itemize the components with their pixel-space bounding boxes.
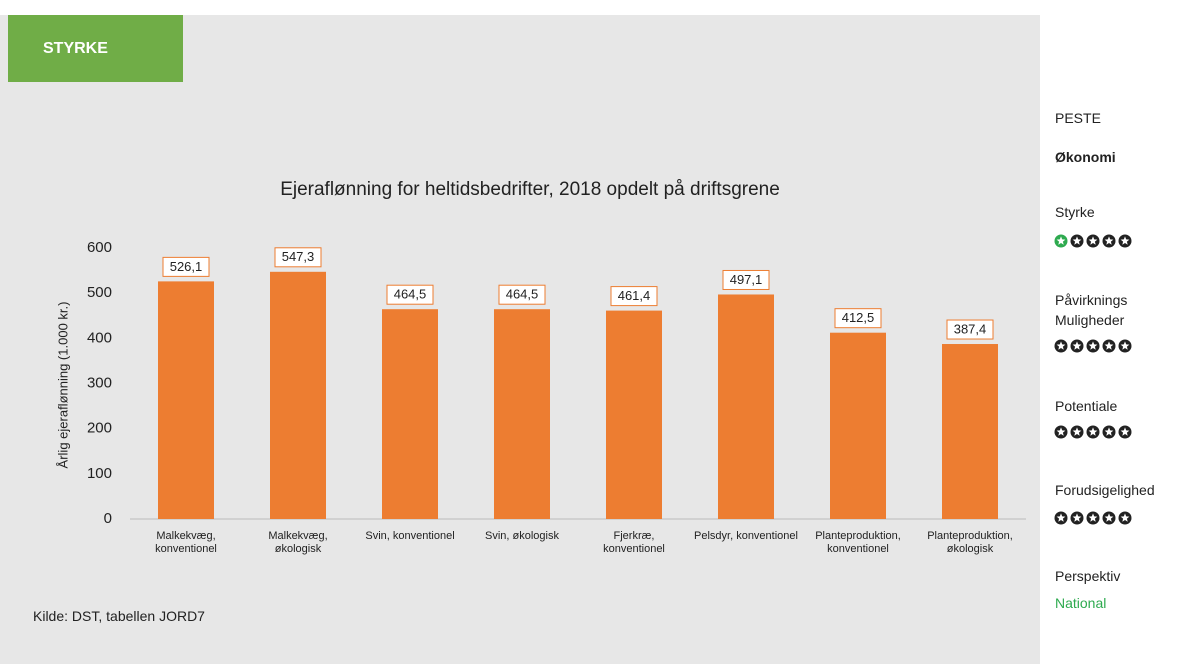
header-title: STYRKE [8, 15, 183, 82]
sidebar-category: Økonomi [1055, 149, 1116, 165]
rating-icon [1118, 511, 1132, 525]
y-tick-label: 0 [104, 510, 112, 527]
x-tick-label: Malkekvæg, konventionel [155, 530, 217, 555]
rating-star [1120, 341, 1130, 350]
data-label: 464,5 [506, 287, 539, 302]
perspective: National [1055, 595, 1107, 611]
data-label: 464,5 [394, 287, 427, 302]
rating-icon [1070, 511, 1084, 525]
rating-star [1056, 236, 1066, 245]
y-tick-label: 400 [87, 329, 112, 346]
rating-label: Potentiale [1055, 398, 1118, 414]
rating-icon [1118, 425, 1132, 439]
rating-icon [1086, 234, 1100, 248]
rating-star [1088, 427, 1098, 436]
rating-star [1104, 236, 1114, 245]
rating-icon [1070, 339, 1084, 353]
rating-star [1088, 236, 1098, 245]
rating-star [1104, 513, 1114, 522]
data-label-box [498, 284, 546, 305]
bar [942, 344, 998, 519]
rating-icon [1054, 425, 1068, 439]
rating-star [1072, 236, 1082, 245]
x-tick-label: Malkekvæg, økologisk [268, 530, 328, 555]
y-tick-label: 200 [87, 420, 112, 437]
bar [718, 294, 774, 519]
rating-star [1104, 341, 1114, 350]
y-tick-label: 300 [87, 374, 112, 391]
data-label: 412,5 [842, 310, 875, 325]
x-tick-label: Fjerkræ, konventionel [603, 530, 665, 555]
bar [158, 281, 214, 519]
rating-star [1056, 341, 1066, 350]
rating-label: Forudsigelighed [1055, 482, 1155, 498]
rating-star [1072, 427, 1082, 436]
rating-icon [1070, 425, 1084, 439]
x-tick-label: Planteproduktion, økologisk [927, 530, 1013, 555]
rating-star [1056, 427, 1066, 436]
sidebar-heading: PESTE [1055, 110, 1101, 126]
x-tick-label: Svin, konventionel [365, 530, 455, 542]
data-label-box [274, 247, 322, 268]
rating-label: Styrke [1055, 204, 1095, 220]
data-label-box [162, 256, 210, 277]
y-tick-label: 100 [87, 465, 112, 482]
data-label: 497,1 [730, 272, 763, 287]
rating-star [1104, 427, 1114, 436]
bar [830, 332, 886, 519]
rating-star [1072, 513, 1082, 522]
data-label-box [722, 269, 770, 290]
y-tick-label: 600 [87, 239, 112, 256]
bar [270, 271, 326, 519]
data-label-box [386, 284, 434, 305]
rating-star [1120, 236, 1130, 245]
data-label-box [610, 286, 658, 307]
bar [606, 310, 662, 519]
rating-star [1120, 513, 1130, 522]
chart-title: Ejeraflønning for heltidsbedrifter, 2018… [280, 179, 780, 200]
rating-label: Påvirknings Muligheder [1055, 292, 1128, 328]
rating-icon [1102, 339, 1116, 353]
data-label-box [834, 308, 882, 329]
data-label-box [946, 319, 994, 340]
bar [494, 309, 550, 519]
x-tick-label: Pelsdyr, konventionel [694, 530, 798, 542]
x-tick-label: Planteproduktion, konventionel [815, 530, 901, 555]
rating-icon [1070, 234, 1084, 248]
rating-star [1088, 341, 1098, 350]
perspective-label: Perspektiv [1055, 568, 1121, 584]
data-label: 526,1 [170, 259, 203, 274]
y-tick-label: 500 [87, 284, 112, 301]
x-tick-label: Svin, økologisk [485, 530, 559, 542]
rating-icon [1118, 339, 1132, 353]
rating-icon [1054, 339, 1068, 353]
y-axis-label: Årlig ejeraflønning (1.000 kr.) [55, 302, 70, 469]
rating-star [1088, 513, 1098, 522]
rating-icon [1118, 234, 1132, 248]
rating-icon [1102, 425, 1116, 439]
rating-icon [1102, 511, 1116, 525]
rating-star [1120, 427, 1130, 436]
rating-icon [1054, 511, 1068, 525]
rating-icon [1086, 511, 1100, 525]
source: Kilde: DST, tabellen JORD7 [33, 608, 205, 624]
data-label: 547,3 [282, 249, 315, 264]
data-label: 387,4 [954, 321, 987, 336]
rating-icon [1086, 425, 1100, 439]
rating-star [1056, 513, 1066, 522]
rating-icon [1054, 234, 1068, 248]
rating-icon [1086, 339, 1100, 353]
data-label: 461,4 [618, 288, 651, 303]
rating-icon [1102, 234, 1116, 248]
bar [382, 309, 438, 519]
rating-star [1072, 341, 1082, 350]
